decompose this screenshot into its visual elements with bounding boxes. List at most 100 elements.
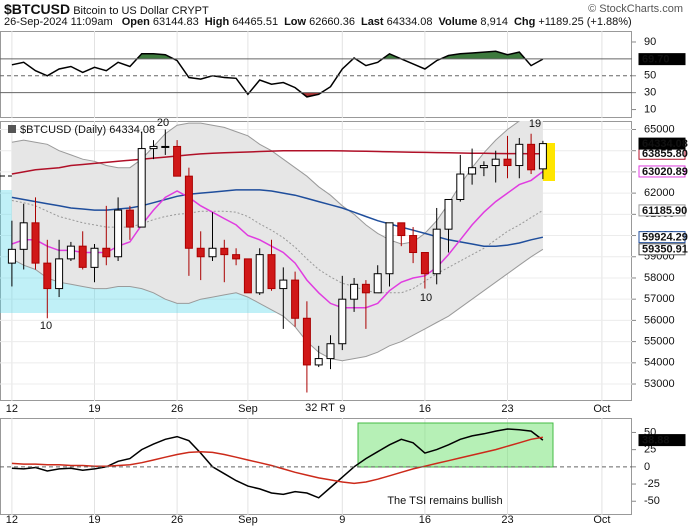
- annotation: 10: [40, 320, 52, 332]
- field-value: +1189.25 (+1.88%): [538, 16, 632, 28]
- x-tick-label: 19: [88, 514, 100, 526]
- field-value: 62660.36: [309, 16, 355, 28]
- header-line-1: $BTCUSD Bitcoin to US Dollar CRYPT: [4, 1, 209, 17]
- field-name: Volume: [438, 16, 478, 28]
- candle-body: [173, 145, 182, 177]
- instrument-name: Bitcoin to US Dollar: [73, 5, 169, 17]
- candle-body: [432, 228, 441, 275]
- value-tag-box: [638, 434, 686, 447]
- header-field: High 64465.51: [205, 16, 278, 28]
- candle-body: [31, 222, 40, 264]
- candle-body: [326, 343, 335, 360]
- y-tick-label: 10: [644, 103, 656, 115]
- candle-body: [361, 283, 370, 294]
- candle-body: [255, 254, 264, 294]
- field-value: 64465.51: [232, 16, 279, 28]
- header-field: Low 62660.36: [284, 16, 355, 28]
- value-tag-box: [638, 231, 686, 244]
- candle-body: [515, 143, 524, 167]
- date: 26-Sep-2024 11:09am: [4, 16, 113, 28]
- annotation: 10: [420, 292, 432, 304]
- value-tag-box: [638, 137, 686, 150]
- value-tag: 69.70: [642, 54, 670, 66]
- candle-body: [243, 258, 252, 294]
- source: © StockCharts.com: [588, 3, 683, 15]
- value-tag: 63020.89: [642, 166, 688, 178]
- x-tick-label: 9: [339, 403, 345, 415]
- y-tick-label: 25: [644, 444, 656, 456]
- field-name: Chg: [513, 16, 536, 28]
- y-tick-label: 56000: [644, 314, 675, 326]
- header-field: Chg +1189.25 (+1.88%): [514, 16, 632, 28]
- candle-body: [102, 247, 111, 258]
- symbol: $BTCUSD: [4, 1, 71, 17]
- x-tick-label: Sep: [238, 403, 258, 415]
- value-tag-box: [638, 165, 686, 178]
- value-tag: 59924.29: [642, 232, 688, 244]
- value-tag: 38.88: [642, 435, 670, 447]
- candle-body: [456, 173, 465, 200]
- candle-body: [66, 245, 75, 260]
- candle-body: [503, 158, 512, 167]
- header-field: Open 63144.83: [122, 16, 199, 28]
- rsi-panel: [0, 31, 632, 118]
- x-tick-label: Oct: [593, 514, 610, 526]
- band-lower: [11, 248, 544, 362]
- candle-body: [314, 358, 323, 366]
- indicator-line: [11, 170, 544, 309]
- candle-body: [114, 209, 123, 258]
- y-tick-label: 58000: [644, 272, 675, 284]
- annotation: 32 RT: [305, 402, 335, 414]
- value-tag: 63855.80: [642, 148, 688, 160]
- x-tick-label: Sep: [238, 514, 258, 526]
- indicator-line: [11, 200, 544, 294]
- value-tag: 64334.08: [642, 138, 688, 150]
- indicator-line: [11, 428, 544, 499]
- candle-body: [468, 167, 477, 175]
- candle-body: [184, 175, 193, 249]
- x-tick-label: 23: [501, 403, 513, 415]
- header-line-2: 26-Sep-2024 11:09am Open 63144.83 High 6446…: [4, 16, 632, 28]
- candle-body: [373, 273, 382, 294]
- indicator-line: [11, 149, 543, 175]
- annotation: 19: [529, 118, 541, 130]
- candle-body: [78, 245, 87, 268]
- candle-body: [19, 222, 28, 250]
- legend-icon: [8, 125, 16, 133]
- x-tick-label: 23: [501, 514, 513, 526]
- y-tick-label: -50: [644, 495, 660, 507]
- y-tick-label: 53000: [644, 378, 675, 390]
- candle-body: [302, 317, 311, 366]
- field-value: 8,914: [480, 16, 508, 28]
- value-tag: 61185.90: [642, 205, 687, 217]
- indicator-line: [11, 436, 544, 485]
- y-tick-label: 50: [644, 70, 656, 82]
- candle-body: [220, 247, 229, 256]
- value-tag: 59350.91: [642, 244, 688, 256]
- candle-body: [491, 158, 500, 167]
- candle-body: [397, 222, 406, 237]
- y-tick-label: 62000: [644, 187, 675, 199]
- x-tick-label: 26: [171, 403, 183, 415]
- candle-body: [125, 209, 134, 228]
- y-tick-label: 0: [644, 461, 650, 473]
- y-tick-label: 30: [644, 87, 656, 99]
- field-name: Open: [121, 16, 150, 28]
- y-tick-label: -25: [644, 478, 660, 490]
- candle-body: [43, 262, 52, 290]
- candle-body: [291, 279, 300, 319]
- candle-body: [538, 143, 547, 170]
- candle-body: [208, 247, 217, 258]
- x-tick-label: 9: [339, 514, 345, 526]
- x-tick-label: 19: [88, 403, 100, 415]
- candle-body: [90, 247, 99, 268]
- candle-body: [527, 143, 536, 171]
- candle-body: [279, 279, 288, 290]
- candle-body: [137, 148, 146, 228]
- candle-body: [350, 283, 359, 300]
- candle-body: [232, 254, 241, 260]
- candle-body: [149, 145, 158, 150]
- candle-body: [420, 252, 429, 275]
- candle-body: [267, 254, 276, 290]
